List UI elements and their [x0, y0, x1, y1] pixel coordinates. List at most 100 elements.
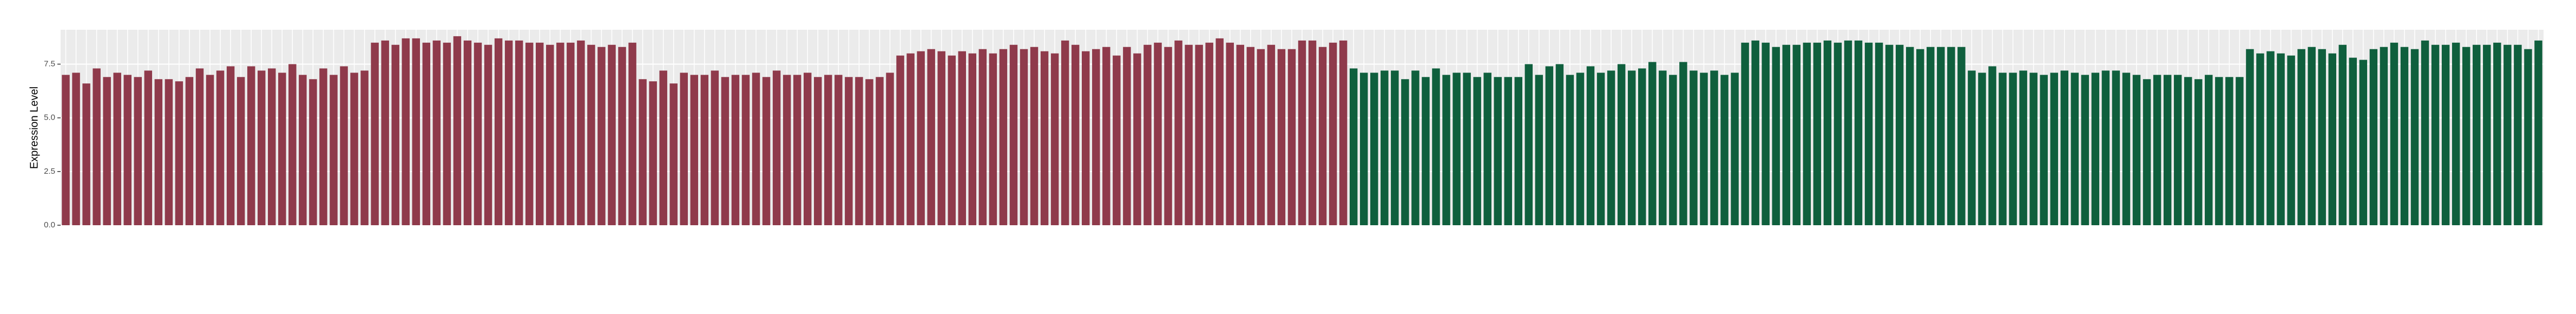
bar: [1287, 49, 1296, 225]
bar: [1339, 40, 1348, 225]
bar: [968, 53, 977, 225]
bar: [597, 47, 606, 225]
bar: [257, 70, 266, 225]
y-tick-label: 5.0: [44, 113, 55, 122]
bar: [2040, 75, 2048, 226]
bar: [937, 51, 945, 226]
bar: [1154, 42, 1162, 226]
bar: [402, 38, 410, 225]
bar: [463, 40, 472, 225]
bar: [247, 66, 255, 225]
bar: [371, 42, 379, 226]
bar: [1916, 49, 1924, 225]
bar: [855, 77, 863, 225]
bar: [422, 42, 431, 226]
bar: [72, 73, 80, 226]
bar: [2534, 40, 2542, 225]
bar: [185, 77, 194, 225]
bar: [206, 75, 214, 226]
bar: [381, 40, 389, 225]
bar: [1050, 53, 1059, 225]
bar: [134, 77, 142, 225]
bar: [731, 75, 740, 226]
bar: [2338, 44, 2347, 226]
bar: [1968, 70, 1976, 225]
bar: [1638, 68, 1646, 226]
bar: [896, 55, 904, 225]
bar: [2163, 75, 2172, 226]
bar: [834, 75, 843, 226]
bar: [752, 73, 760, 226]
bar: [1185, 44, 1193, 226]
bar: [639, 79, 647, 225]
bar: [1864, 42, 1873, 226]
bar: [649, 81, 657, 225]
bar: [1700, 73, 1708, 226]
bar: [793, 75, 801, 226]
bar: [1596, 73, 1605, 226]
bar: [700, 75, 709, 226]
bar: [1081, 51, 1090, 226]
bar: [350, 73, 358, 226]
y-tick-label: 2.5: [44, 167, 55, 176]
bar: [1061, 40, 1069, 225]
bar: [772, 70, 781, 225]
bar: [2122, 73, 2131, 226]
bar: [2473, 44, 2481, 226]
bar: [2369, 49, 2378, 225]
bar: [2277, 53, 2285, 225]
bar: [330, 75, 338, 226]
bar: [1792, 44, 1801, 226]
bar: [2009, 73, 2017, 226]
bar: [268, 68, 276, 226]
bar: [917, 51, 925, 226]
bar: [2400, 47, 2409, 225]
bar: [783, 75, 791, 226]
bar: [1040, 51, 1049, 226]
bar: [1277, 49, 1286, 225]
bar: [1731, 73, 1739, 226]
bar: [1257, 49, 1265, 225]
bar: [432, 40, 441, 225]
bar: [1895, 44, 1904, 226]
bar: [113, 73, 121, 226]
bar: [669, 83, 678, 225]
bar: [2493, 42, 2501, 226]
bar: [1690, 70, 1698, 225]
bar: [391, 44, 399, 226]
bar: [1978, 73, 1986, 226]
bar: [340, 66, 348, 225]
bar: [1576, 73, 1585, 226]
bar: [978, 49, 987, 225]
bar: [1195, 44, 1203, 226]
bar: [2287, 55, 2295, 225]
bar: [453, 36, 462, 226]
bar: [2215, 77, 2223, 225]
bar: [1226, 42, 1234, 226]
bar: [865, 79, 873, 225]
bar: [278, 73, 286, 226]
bar: [1772, 47, 1780, 225]
bar: [494, 38, 503, 225]
bar: [2266, 51, 2275, 226]
bar: [2112, 70, 2120, 225]
bar: [2421, 40, 2429, 225]
bar: [1318, 47, 1327, 225]
bar: [82, 83, 90, 225]
bar: [1381, 70, 1389, 225]
y-tick-label: 0.0: [44, 220, 55, 230]
bar: [1514, 77, 1523, 225]
bar: [443, 42, 451, 226]
bar: [999, 49, 1008, 225]
bar: [1813, 42, 1822, 226]
bar: [2431, 44, 2440, 226]
bar: [2153, 75, 2161, 226]
bar: [93, 68, 101, 226]
bar: [2081, 75, 2089, 226]
bar: [1627, 70, 1636, 225]
bar: [195, 68, 204, 226]
bar: [2019, 70, 2027, 225]
bar: [1607, 70, 1615, 225]
bar: [2143, 79, 2151, 225]
